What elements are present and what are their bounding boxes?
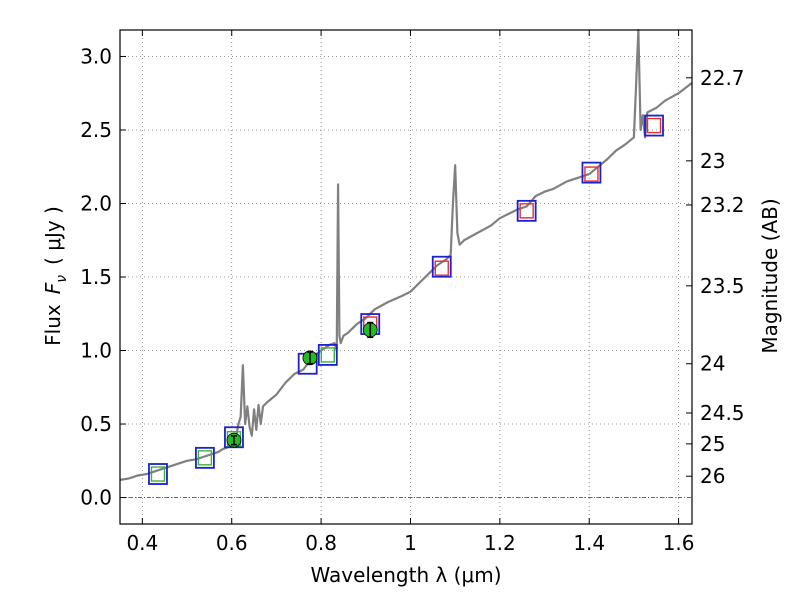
data-series	[119, 28, 693, 485]
x-tick-label: 0.6	[216, 531, 248, 555]
y-axis-label-subscript: ν	[54, 275, 70, 283]
y2-tick-label: 23	[700, 149, 725, 173]
y2-tick-label: 23.2	[700, 193, 745, 217]
x-axis-label: Wavelength λ (μm)	[310, 563, 501, 587]
y-tick-label: 3.0	[80, 44, 112, 68]
model-box	[644, 114, 664, 137]
y-tick-label: 1.5	[80, 265, 112, 289]
model-box	[195, 446, 215, 469]
model-box	[516, 199, 537, 222]
observed-box-red	[646, 117, 662, 134]
x-tick-label: 0.8	[305, 531, 337, 555]
y2-tick-label: 24.5	[700, 401, 745, 425]
y-tick-label: 0.5	[80, 412, 112, 436]
observed-box-green	[197, 450, 213, 466]
observed-box-red	[519, 203, 534, 219]
x-tick-label: 1.2	[484, 531, 516, 555]
y2-tick-label: 25	[700, 432, 725, 456]
y-axis-label-prefix: Flux	[41, 304, 65, 346]
y2-tick-label: 26	[700, 464, 725, 488]
model-box	[581, 161, 602, 184]
observed-box-red	[584, 166, 599, 182]
observed-box-green	[320, 347, 335, 363]
y2-tick-label: 22.7	[700, 66, 745, 90]
x-tick-label: 0.4	[126, 531, 158, 555]
plot-frame	[119, 29, 693, 525]
y-axis-label-symbol: F	[41, 282, 65, 294]
observed-box-green	[150, 466, 166, 482]
grid	[120, 30, 692, 524]
spectrum-line	[119, 28, 693, 481]
y-tick-label: 2.0	[80, 191, 112, 215]
model-box	[431, 255, 452, 278]
y-tick-label: 1.0	[80, 339, 112, 363]
y2-axis-label: Magnitude (AB)	[758, 198, 782, 353]
axis-ticks: 0.4 0.6 0.8 1 1.2 1.4 1.6 0.0 0.5 1.0 1.5 2.0 2.5 3.0…	[80, 30, 745, 555]
y-tick-label: 2.5	[80, 118, 112, 142]
y2-tick-label: 23.5	[700, 274, 745, 298]
observed-box-red	[434, 260, 449, 276]
y-tick-label: 0.0	[80, 486, 112, 510]
x-tick-label: 1.6	[663, 531, 695, 555]
y-axis-label-unit: ( μJy )	[41, 206, 65, 265]
y2-tick-label: 24	[700, 352, 725, 376]
x-tick-label: 1.4	[573, 531, 605, 555]
y-axis-label: Flux Fν ( μJy )	[41, 206, 70, 346]
model-box	[148, 463, 168, 485]
x-tick-label: 1	[404, 531, 417, 555]
model-box	[317, 344, 338, 366]
